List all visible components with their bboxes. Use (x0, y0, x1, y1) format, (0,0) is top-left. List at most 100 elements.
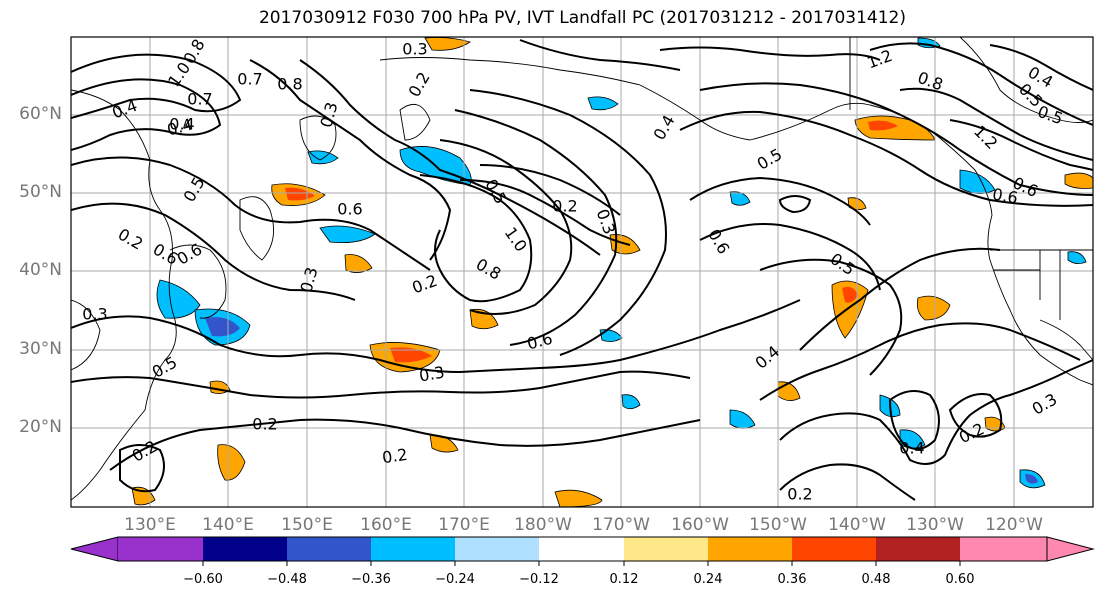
ivt-positive-patch (842, 286, 858, 303)
pv-contour (71, 156, 431, 271)
pv-contour (899, 87, 1093, 161)
ivt-positive-patch (469, 308, 499, 330)
pv-contour (469, 89, 667, 356)
lon-label-140w: 140°W (828, 515, 886, 535)
pv-contour (679, 110, 1093, 207)
map-title: 2017030912 F030 700 hPa PV, IVT Landfall… (258, 8, 906, 28)
pv-contour-label: 0.3 (82, 305, 107, 324)
pv-contour-label: 0.7 (187, 90, 212, 109)
pv-contour (71, 299, 801, 374)
lat-label-60n: 60°N (19, 104, 62, 124)
colorbar (70, 536, 1095, 566)
ivt-negative-patch (1067, 251, 1087, 264)
pv-contour (439, 139, 573, 315)
pv-contour-label: 0.2 (787, 485, 812, 504)
pv-contour (949, 119, 1093, 171)
pv-contour (109, 418, 701, 471)
lon-label-150w: 150°W (749, 515, 807, 535)
pv-contours (71, 39, 1093, 501)
pv-contour (699, 82, 1093, 196)
ivt-positive-patch (344, 254, 373, 273)
ivt-positive-patch (390, 347, 432, 363)
pv-contour (689, 176, 871, 226)
pv-contour (71, 78, 222, 151)
colorbar-tick-label: 0.60 (945, 572, 975, 587)
ivt-negative-patch (307, 150, 339, 165)
pv-contour-label: 0.8 (277, 75, 302, 94)
lon-label-120w: 120°W (985, 515, 1043, 535)
pv-contour (459, 179, 631, 246)
lat-label-20n: 20°N (19, 417, 62, 437)
lon-label-150e: 150°E (281, 515, 333, 535)
ivt-negative-patch (959, 169, 996, 194)
pv-contour-label: 0.4 (899, 439, 924, 458)
colorbar-tick-label: −0.36 (351, 572, 391, 587)
lon-label-160w: 160°W (671, 515, 729, 535)
pv-contour (71, 202, 356, 301)
ivt-positive-patch (1064, 172, 1093, 189)
pv-contour (779, 359, 1093, 465)
lon-label-130e: 130°E (124, 515, 176, 535)
ivt-negative-patch (621, 394, 641, 410)
pv-contour (71, 53, 242, 119)
lon-label-170w: 170°W (592, 515, 650, 535)
pv-contour-label: 0.7 (237, 70, 262, 89)
pv-contour-label: 0.3 (418, 362, 446, 385)
colorbar-tick-label: −0.48 (267, 572, 307, 587)
pv-contour-label: 0.6 (991, 184, 1019, 207)
pv-contour (479, 164, 621, 216)
pv-contour-label: 0.6 (337, 200, 362, 219)
ivt-positive-patch (868, 120, 898, 131)
pv-contour (659, 46, 881, 61)
lon-label-170e: 170°E (438, 515, 490, 535)
pv-contour-label: 0.2 (552, 197, 577, 216)
pv-contour (869, 42, 1093, 126)
ivt-negative-patch (729, 191, 751, 206)
lon-label-130w: 130°W (906, 515, 964, 535)
colorbar-tick-label: 0.12 (609, 572, 639, 587)
colorbar-tick-label: −0.60 (183, 572, 223, 587)
pv-contour (119, 444, 165, 493)
ivt-negative-patch (587, 96, 619, 111)
pv-contour (519, 39, 681, 71)
pv-contour (778, 195, 812, 214)
pv-contour (759, 322, 1081, 401)
pv-contour-label: 0.2 (252, 415, 277, 434)
lat-label-50n: 50°N (19, 182, 62, 202)
ivt-shading-layer (131, 37, 1093, 507)
lon-label-180w: 180°W (514, 515, 572, 535)
ivt-negative-patch (1025, 474, 1038, 484)
ivt-negative-patch (156, 279, 201, 319)
colorbar-tick-label: 0.48 (861, 572, 891, 587)
colorbar-tick-label: 0.24 (693, 572, 723, 587)
pv-contour (699, 223, 881, 291)
colorbar-tick-label: −0.24 (435, 572, 475, 587)
pv-contour-label: 0.3 (402, 40, 427, 59)
pv-contour (299, 59, 601, 256)
pv-contour-label: 0.2 (381, 445, 409, 467)
ivt-negative-patch (205, 317, 240, 337)
pv-contour (249, 59, 452, 261)
ivt-positive-patch (217, 444, 246, 481)
pv-contour (948, 393, 1003, 438)
lon-label-160e: 160°E (360, 515, 412, 535)
pv-contour (454, 109, 618, 346)
pv-contour (71, 370, 691, 399)
ivt-negative-patch (729, 409, 756, 429)
pv-contour-label: 0.4 (169, 115, 194, 134)
colorbar-tick-label: 0.36 (777, 572, 807, 587)
coastlines (71, 37, 1093, 501)
colorbar-tick-label: −0.12 (519, 572, 559, 587)
lat-label-40n: 40°N (19, 260, 62, 280)
pv-contour (989, 44, 1093, 91)
ivt-positive-patch (831, 280, 869, 339)
ivt-negative-patch (899, 429, 926, 449)
lat-label-30n: 30°N (19, 339, 62, 359)
pv-contour (799, 247, 1001, 351)
pv-contour (779, 463, 916, 501)
pv-contour (759, 258, 903, 376)
map-frame (70, 36, 1094, 508)
lon-label-140e: 140°E (202, 515, 254, 535)
pv-contour (888, 390, 940, 450)
